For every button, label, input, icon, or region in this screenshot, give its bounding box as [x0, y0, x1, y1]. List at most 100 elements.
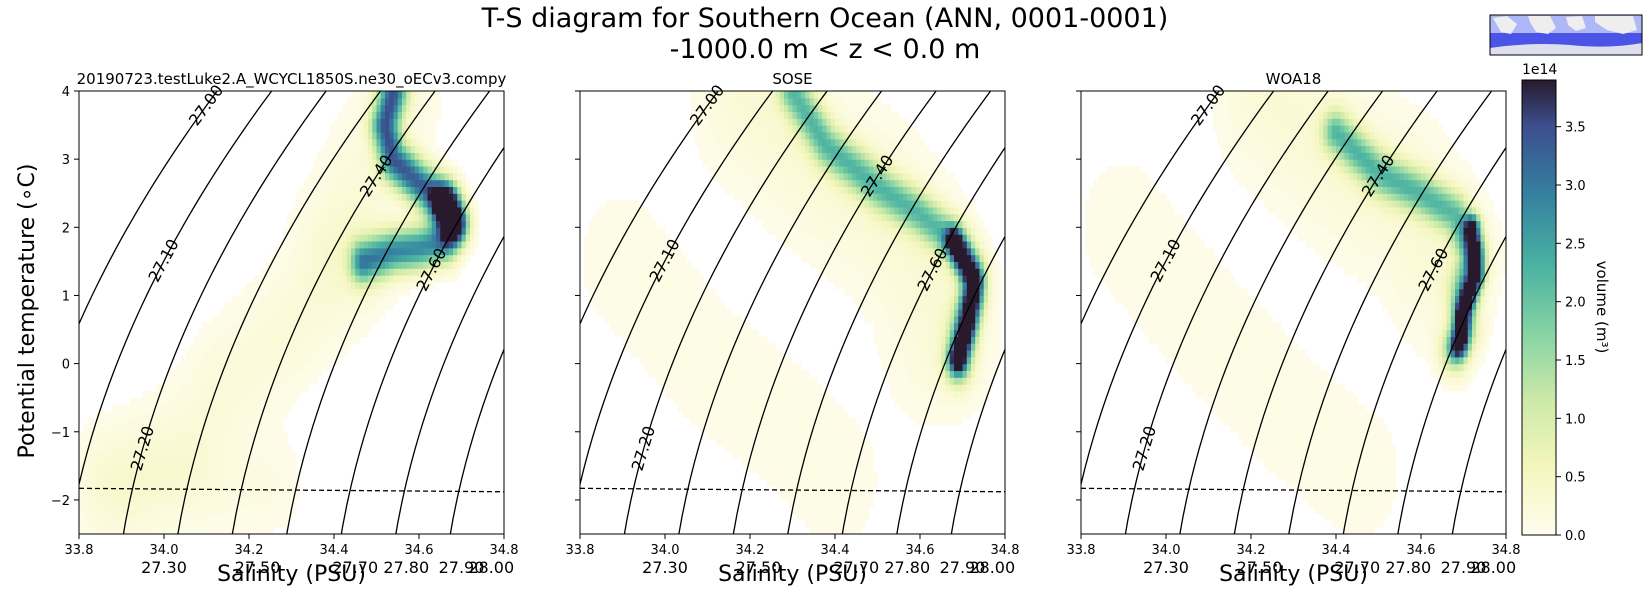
heatmap-cell: [847, 111, 853, 119]
heatmap-cell: [266, 261, 271, 269]
heatmap-cell: [227, 322, 233, 331]
heatmap-cell: [754, 152, 760, 160]
heatmap-cell: [240, 390, 246, 399]
heatmap-cell: [609, 288, 615, 297]
heatmap-cell: [414, 172, 420, 181]
heatmap-cell: [380, 275, 386, 283]
heatmap-cell: [427, 104, 433, 113]
heatmap-cell: [847, 91, 853, 99]
heatmap-cell: [257, 506, 263, 515]
heatmap-cell: [711, 288, 717, 297]
heatmap-cell: [801, 97, 806, 106]
heatmap-cell: [134, 438, 140, 446]
heatmap-cell: [240, 424, 246, 433]
heatmap-cell: [758, 213, 764, 222]
heatmap-cell: [822, 193, 828, 201]
heatmap-cell: [151, 465, 157, 474]
heatmap-cell: [779, 384, 785, 392]
heatmap-cell: [720, 363, 726, 372]
heatmap-cell: [792, 213, 798, 222]
heatmap-cell: [334, 125, 339, 133]
heatmap-cell: [711, 309, 717, 317]
heatmap-cell: [193, 465, 199, 474]
heatmap-cell: [856, 302, 862, 310]
heatmap-cell: [363, 309, 369, 317]
heatmap-cell: [690, 322, 696, 331]
heatmap-cell: [440, 213, 446, 222]
heatmap-cell: [597, 288, 602, 297]
heatmap-cell: [686, 288, 692, 297]
heatmap-cell: [151, 527, 157, 534]
heatmap-cell: [852, 152, 857, 160]
heatmap-cell: [639, 281, 645, 290]
heatmap-cell: [181, 418, 186, 426]
heatmap-cell: [711, 404, 717, 412]
heatmap-cell: [767, 179, 772, 188]
heatmap-cell: [682, 363, 687, 372]
heatmap-cell: [232, 465, 237, 474]
heatmap-cell: [210, 438, 216, 446]
heatmap-cell: [227, 527, 233, 534]
heatmap-cell: [427, 138, 433, 147]
heatmap-cell: [414, 91, 420, 99]
heatmap-cell: [346, 336, 352, 344]
heatmap-cell: [83, 438, 89, 446]
heatmap-cell: [741, 111, 747, 119]
heatmap-cell: [295, 384, 301, 392]
heatmap-cell: [643, 240, 649, 249]
heatmap-cell: [189, 527, 195, 534]
heatmap-cell: [219, 431, 225, 440]
heatmap-cell: [87, 479, 93, 487]
plot-frame: [78, 90, 505, 535]
heatmap-cell: [342, 111, 348, 119]
heatmap-cell: [779, 397, 785, 406]
heatmap-cell: [372, 247, 378, 256]
heatmap-cell: [138, 397, 144, 406]
heatmap-cell: [652, 234, 658, 242]
heatmap-cell: [584, 268, 590, 276]
heatmap-cell: [198, 527, 203, 534]
heatmap-cell: [283, 349, 288, 358]
heatmap-cell: [813, 254, 819, 262]
heatmap-cell: [457, 193, 463, 201]
heatmap-cell: [185, 377, 191, 385]
heatmap-cell: [860, 206, 866, 215]
heatmap-cell: [826, 206, 832, 215]
heatmap-cell: [643, 349, 649, 358]
heatmap-cell: [96, 472, 101, 481]
heatmap-cell: [125, 479, 131, 487]
heatmap-cell: [767, 125, 772, 133]
heatmap-cell: [622, 309, 628, 317]
heatmap-cell: [304, 309, 310, 317]
heatmap-cell: [198, 465, 203, 474]
heatmap-cell: [368, 125, 373, 133]
heatmap-cell: [261, 268, 267, 276]
heatmap-cell: [767, 227, 772, 235]
heatmap-cell: [860, 506, 866, 515]
heatmap-cell: [835, 220, 840, 228]
heatmap-cell: [728, 138, 734, 147]
heatmap-cell: [338, 329, 344, 337]
heatmap-cell: [419, 172, 424, 181]
heatmap-cell: [474, 227, 480, 235]
heatmap-cell: [835, 118, 840, 126]
heatmap-cell: [618, 288, 624, 297]
heatmap-cell: [253, 459, 259, 467]
heatmap-cell: [830, 91, 836, 99]
heatmap-cell: [682, 411, 687, 419]
heatmap-cell: [338, 315, 344, 324]
heatmap-cell: [321, 234, 327, 242]
heatmap-cell: [626, 329, 632, 337]
heatmap-cell: [325, 172, 331, 181]
x-tick-label: 34.8: [490, 543, 519, 558]
heatmap-cell: [130, 397, 135, 406]
heatmap-cell: [206, 322, 212, 331]
heatmap-cell: [792, 384, 798, 392]
heatmap-cell: [703, 356, 709, 365]
heatmap-cell: [372, 138, 378, 147]
heatmap-cell: [643, 227, 649, 235]
heatmap-cell: [274, 377, 280, 385]
heatmap-cell: [584, 275, 590, 283]
heatmap-cell: [601, 220, 607, 228]
heatmap-cell: [826, 227, 832, 235]
